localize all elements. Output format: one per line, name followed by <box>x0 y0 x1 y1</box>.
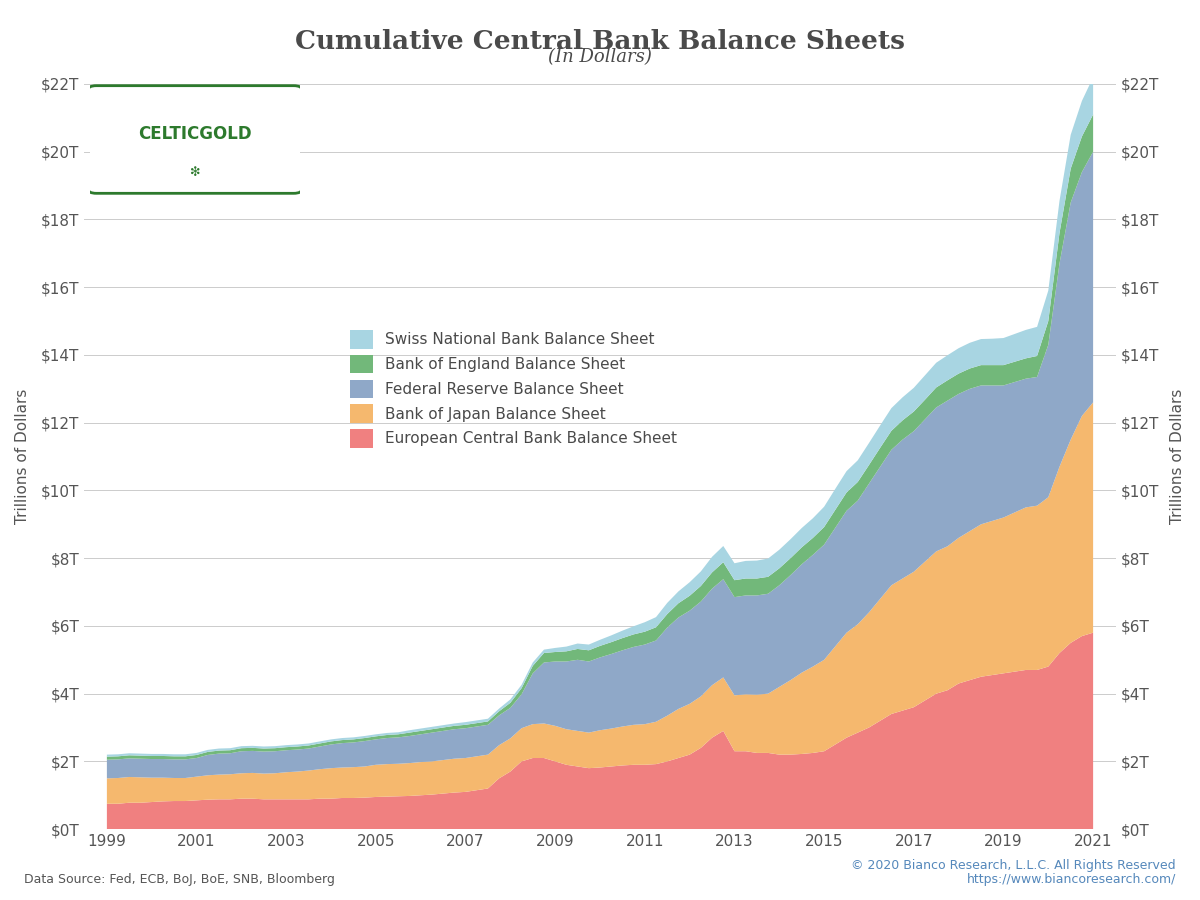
Text: Data Source: Fed, ECB, BoJ, BoE, SNB, Bloomberg: Data Source: Fed, ECB, BoJ, BoE, SNB, Bl… <box>24 874 335 886</box>
Y-axis label: Trillions of Dollars: Trillions of Dollars <box>14 389 30 525</box>
FancyBboxPatch shape <box>88 86 302 194</box>
Text: (In Dollars): (In Dollars) <box>548 48 652 66</box>
Text: ❇: ❇ <box>190 166 200 179</box>
Text: Cumulative Central Bank Balance Sheets: Cumulative Central Bank Balance Sheets <box>295 29 905 54</box>
Y-axis label: Trillions of Dollars: Trillions of Dollars <box>1170 389 1186 525</box>
Legend: Swiss National Bank Balance Sheet, Bank of England Balance Sheet, Federal Reserv: Swiss National Bank Balance Sheet, Bank … <box>350 330 677 447</box>
Text: CELTICGOLD: CELTICGOLD <box>138 124 252 142</box>
Text: © 2020 Bianco Research, L.L.C. All Rights Reserved
https://www.biancoresearch.co: © 2020 Bianco Research, L.L.C. All Right… <box>851 859 1176 886</box>
